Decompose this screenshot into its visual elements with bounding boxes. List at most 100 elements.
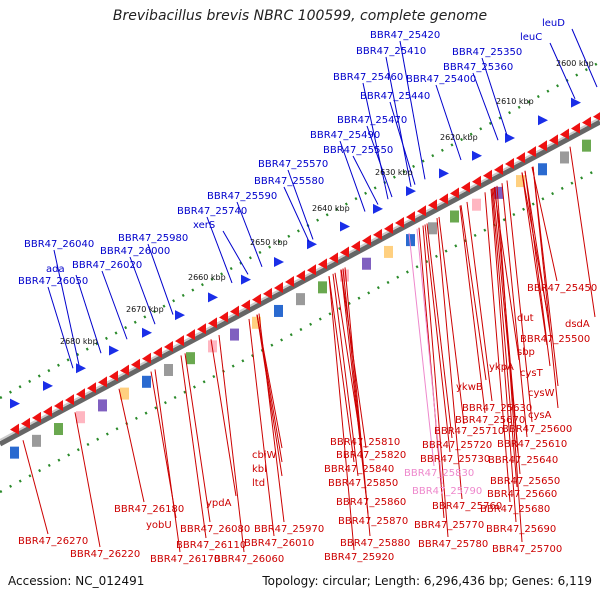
gene-label: BBR47_25490 [310, 130, 380, 141]
label-connector [344, 267, 371, 537]
forward-gene-arrow [307, 239, 317, 250]
forward-gene-arrow [241, 274, 251, 285]
gene-label: leuC [520, 32, 542, 43]
label-connector [334, 272, 361, 436]
gene-label: BBR47_26170 [150, 554, 220, 565]
gene-label: BBR47_25600 [502, 424, 572, 435]
reverse-gene-arrow [164, 340, 173, 352]
label-connector [248, 318, 275, 537]
label-connector [424, 224, 451, 453]
gene-label: BBR47_25840 [324, 464, 394, 475]
label-connector [362, 82, 389, 200]
feature-block [472, 198, 481, 211]
feature-block [428, 222, 437, 235]
label-connector [258, 313, 285, 523]
label-connector [422, 225, 449, 538]
forward-gene-arrow [274, 256, 284, 267]
label-connector [366, 125, 393, 198]
feature-block [230, 328, 239, 341]
reverse-gene-arrow [560, 128, 569, 140]
reverse-gene-arrow [296, 270, 305, 282]
label-connector [493, 187, 520, 361]
reverse-gene-arrow [76, 388, 85, 400]
map-title: Brevibacillus brevis NBRC 100599, comple… [112, 8, 488, 24]
label-connector [531, 166, 558, 282]
tick-label: 2600 kbp [556, 59, 594, 68]
label-connector [466, 201, 493, 402]
label-connector [389, 101, 416, 185]
gene-label: BBR47_26060 [214, 554, 284, 565]
gene-label: cysA [528, 410, 552, 421]
label-connector [459, 205, 486, 414]
label-connector [210, 339, 237, 497]
gene-label: BBR47_25580 [254, 176, 324, 187]
reverse-gene-arrow [274, 281, 283, 293]
gene-label: BBR47_25860 [336, 497, 406, 508]
tick-labels: 2600 kbp 2610 kbp 2620 kbp 2630 kbp 2640 kbp… [60, 59, 594, 346]
label-connector [569, 146, 596, 318]
label-connector [484, 192, 511, 503]
forward-gene-arrow [538, 115, 548, 126]
gene-label: ykwB [456, 382, 483, 393]
forward-gene-arrow [406, 186, 416, 197]
reverse-gene-arrow [285, 276, 294, 288]
gene-label: BBR47_26050 [18, 276, 88, 287]
feature-block [98, 399, 107, 412]
label-connector [332, 273, 359, 477]
label-connector [180, 355, 207, 539]
label-connectors [22, 28, 598, 553]
gene-label: BBR47_25970 [254, 524, 324, 535]
gene-label: BBR47_25650 [490, 476, 560, 487]
gene-label: BBR47_26040 [24, 239, 94, 250]
label-connector [481, 57, 508, 136]
feature-block [296, 293, 305, 306]
gene-label: dut [517, 313, 534, 324]
reverse-gene-arrow [153, 346, 162, 358]
gene-label: BBR47_25920 [324, 552, 394, 563]
gene-label: leuD [542, 18, 565, 29]
label-connector [256, 314, 283, 477]
reverse-gene-arrow [340, 246, 349, 258]
forward-gene-arrow [10, 398, 20, 409]
forward-gene-arrow [373, 203, 383, 214]
forward-gene-arrow [76, 363, 86, 374]
reverse-gene-arrow [582, 116, 591, 128]
gene-label: BBR47_25690 [486, 524, 556, 535]
gene-label: cysT [520, 368, 544, 379]
label-connector [47, 286, 74, 369]
gene-label: BBR47_25740 [177, 206, 247, 217]
feature-block [494, 186, 503, 199]
gene-label: BBR47_25680 [480, 504, 550, 515]
feature-block [142, 375, 151, 388]
tick-label: 2620 kbp [440, 133, 478, 142]
reverse-gene-arrow [307, 264, 316, 276]
reverse-gene-arrow [527, 146, 536, 158]
gene-label: ltd [252, 478, 265, 489]
reverse-gene-arrow [593, 112, 600, 121]
gene-label: BBR47_25980 [118, 233, 188, 244]
reverse-gene-arrow [43, 405, 52, 417]
reverse-gene-arrow [87, 382, 96, 394]
reverse-gene-arrow [549, 134, 558, 146]
reverse-gene-arrow [197, 323, 206, 335]
label-connector [328, 275, 355, 551]
reverse-gene-arrow [32, 411, 41, 423]
reverse-gene-arrow [329, 252, 338, 264]
reverse-gene-arrow [362, 234, 371, 246]
gene-label: BBR47_25780 [418, 539, 488, 550]
label-connector [524, 170, 551, 367]
feature-block [538, 163, 547, 176]
gene-label: BBR47_25710 [434, 426, 504, 437]
gene-label: BBR47_26180 [114, 504, 184, 515]
label-connector [524, 170, 551, 333]
gene-label: BBR47_25360 [443, 62, 513, 73]
forward-gene-arrow [208, 292, 218, 303]
label-connector [472, 72, 499, 141]
reverse-gene-arrow [439, 193, 448, 205]
reverse-gene-arrow [186, 329, 195, 341]
tick-label: 2680 kbp [60, 337, 98, 346]
gene-label: BBR47_25410 [356, 46, 426, 57]
feature-block [164, 363, 173, 376]
tick-label: 2630 kbp [375, 168, 413, 177]
